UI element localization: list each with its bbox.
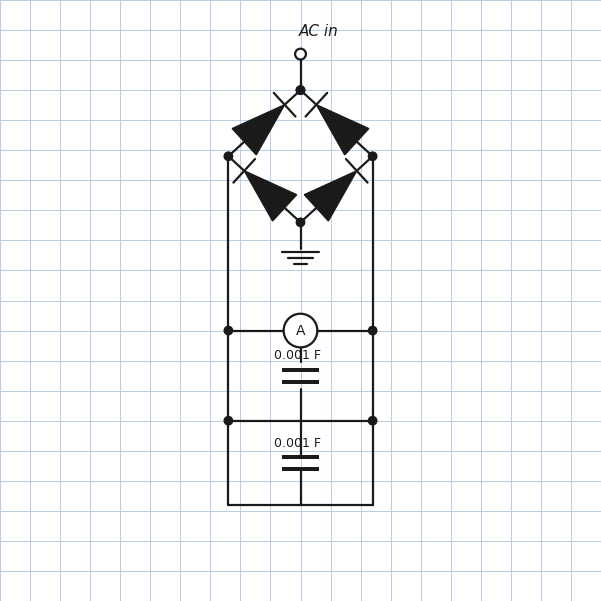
Circle shape (296, 218, 305, 227)
Circle shape (295, 49, 306, 59)
Text: 0.001 F: 0.001 F (274, 349, 321, 362)
Text: 0.001 F: 0.001 F (274, 436, 321, 450)
Circle shape (296, 86, 305, 94)
Circle shape (224, 326, 233, 335)
Circle shape (296, 86, 305, 94)
Circle shape (284, 314, 317, 347)
Text: A: A (296, 323, 305, 338)
Circle shape (368, 416, 377, 425)
Circle shape (224, 152, 233, 160)
Circle shape (368, 326, 377, 335)
Polygon shape (304, 171, 357, 221)
Text: AC in: AC in (299, 24, 338, 39)
Polygon shape (316, 105, 369, 155)
Circle shape (224, 416, 233, 425)
Polygon shape (244, 171, 297, 221)
Circle shape (368, 152, 377, 160)
Polygon shape (232, 105, 285, 155)
